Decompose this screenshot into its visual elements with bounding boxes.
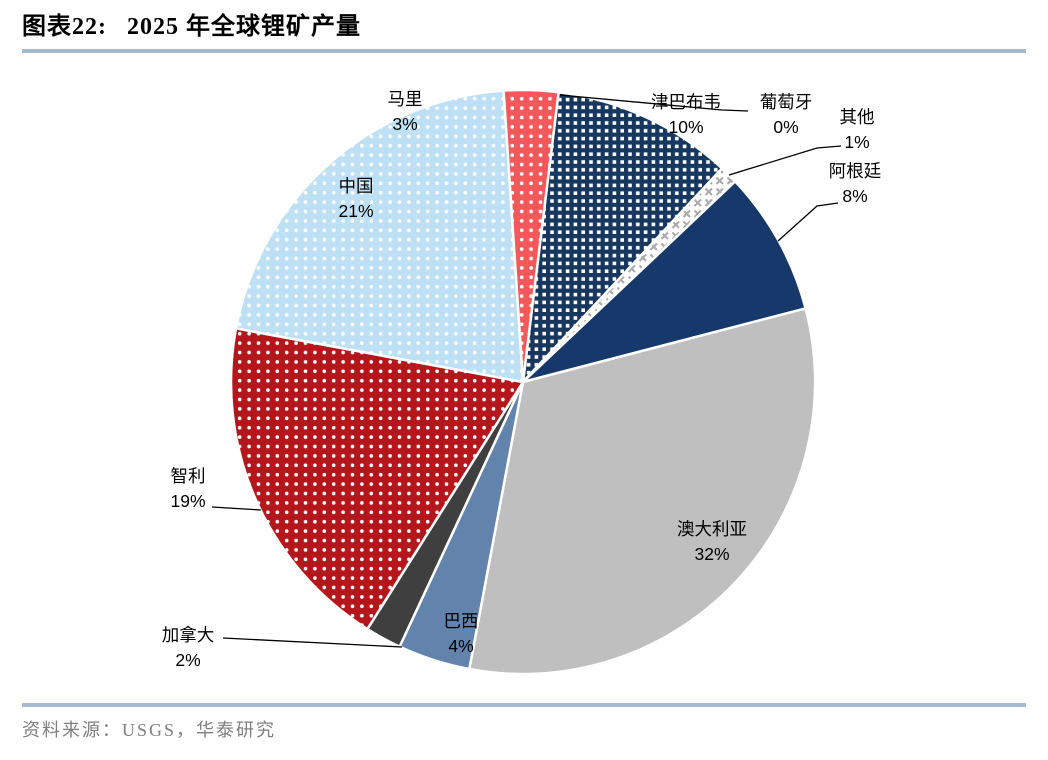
slice-label-value: 21% <box>338 201 374 221</box>
leader-line <box>211 506 262 511</box>
pie-slice <box>468 307 817 676</box>
slice-label: 阿根廷 8% <box>829 159 882 209</box>
slice-label-value: 19% <box>170 491 206 511</box>
leader-line <box>777 202 839 242</box>
source-note: 资料来源：USGS，华泰研究 <box>22 720 277 740</box>
pie-slice <box>502 88 560 384</box>
slice-label: 中国 21% <box>338 174 373 224</box>
slice-label: 加拿大 2% <box>162 623 215 673</box>
slice-label-value: 10% <box>668 117 704 137</box>
pie-slice <box>234 89 525 384</box>
figure-number: 图表22: <box>22 14 107 40</box>
slice-label-name: 澳大利亚 <box>677 519 747 539</box>
slice-label-name: 加拿大 <box>161 625 215 645</box>
leader-line <box>559 94 749 112</box>
slice-label: 津巴布韦 10% <box>651 90 721 140</box>
slice-label: 其他 1% <box>840 105 875 155</box>
slice-label-value: 2% <box>175 650 201 670</box>
slice-label-name: 津巴布韦 <box>651 92 721 112</box>
title-divider-rule <box>22 49 1026 53</box>
slice-label-value: 1% <box>844 132 870 152</box>
slice-label-value: 4% <box>448 636 474 656</box>
slice-label-name: 葡萄牙 <box>759 92 813 112</box>
leader-line <box>728 145 842 176</box>
slice-label: 葡萄牙 0% <box>760 90 813 140</box>
slice-label: 巴西 4% <box>444 609 479 659</box>
slice-label-value: 32% <box>694 544 730 564</box>
slice-label: 马里 3% <box>388 87 423 137</box>
figure-title-text: 2025 年全球锂矿产量 <box>127 14 361 40</box>
footer-divider-rule <box>22 703 1026 707</box>
slice-label-value: 3% <box>392 114 418 134</box>
pie-slice <box>521 90 724 384</box>
slice-label-name: 智利 <box>170 466 206 486</box>
slice-label-value: 0% <box>773 117 799 137</box>
slice-label-name: 中国 <box>338 176 374 196</box>
slice-label-name: 其他 <box>839 107 875 127</box>
leader-line <box>222 637 403 648</box>
slice-label-value: 8% <box>842 186 868 206</box>
figure-title: 图表22: 2025 年全球锂矿产量 <box>22 6 361 41</box>
slice-label-name: 巴西 <box>443 611 479 631</box>
slice-label: 智利 19% <box>170 464 205 514</box>
slice-label-name: 阿根廷 <box>828 161 882 181</box>
pie-slice <box>229 327 525 631</box>
slice-label: 澳大利亚 32% <box>677 517 747 567</box>
slice-label-name: 马里 <box>387 89 423 109</box>
